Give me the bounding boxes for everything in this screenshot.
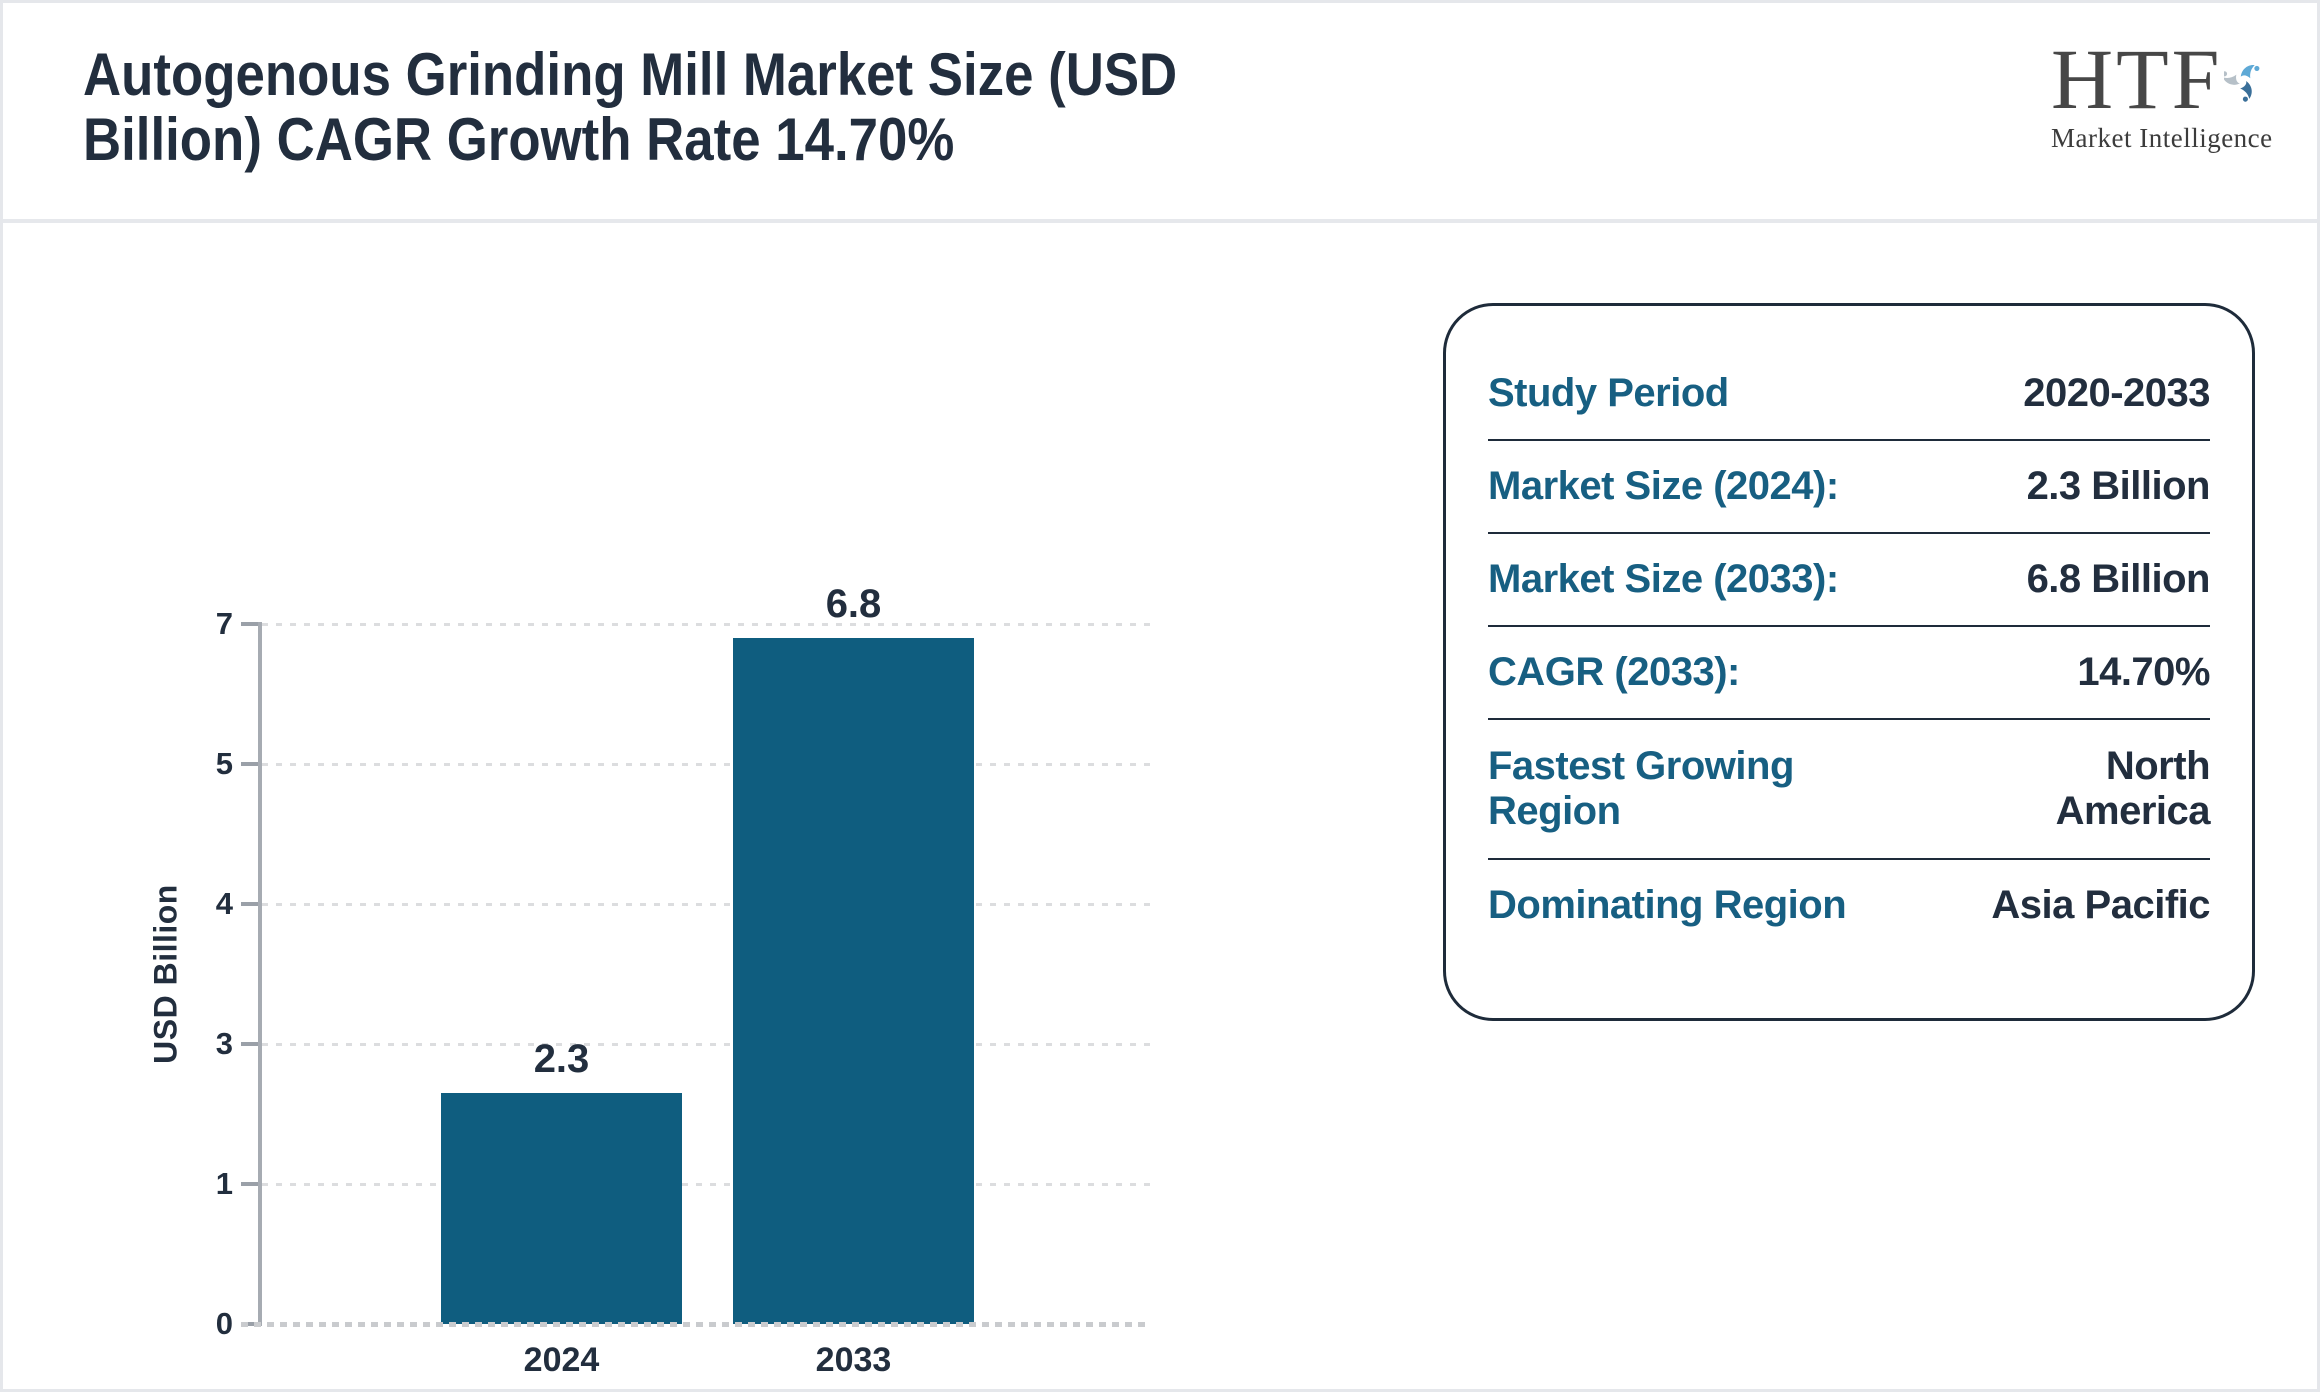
y-tick-mark	[241, 622, 261, 626]
row-label: Fastest Growing Region	[1488, 744, 1794, 833]
bar-2024: 2.3	[441, 1037, 682, 1324]
y-tick-label: 0	[215, 1306, 233, 1341]
row-value: 14.70%	[2077, 650, 2210, 695]
y-axis-line	[258, 622, 262, 1326]
logo-row: HTF	[2051, 31, 2261, 128]
summary-row-market-size-2024: Market Size (2024): 2.3 Billion	[1488, 441, 2211, 534]
row-label: Market Size (2033):	[1488, 557, 1839, 602]
bar-value-label: 2.3	[533, 1037, 590, 1081]
summary-panel: Study Period 2020-2033 Market Size (2024…	[1443, 303, 2255, 1021]
y-tick-label: 5	[215, 746, 233, 781]
y-tick-mark	[241, 762, 261, 766]
page-title-line1: Autogenous Grinding Mill Market Size (US…	[83, 41, 1178, 108]
y-tick-label: 4	[215, 886, 233, 921]
x-tick-label: 2024	[523, 1341, 600, 1379]
page-title: Autogenous Grinding Mill Market Size (US…	[83, 41, 1178, 173]
x-axis-zero-line	[241, 1322, 1151, 1327]
row-value: 2.3 Billion	[2026, 464, 2211, 509]
summary-row-dominating-region: Dominating Region Asia Pacific	[1488, 860, 2210, 951]
bar-rect	[441, 1093, 682, 1324]
y-tick-mark	[241, 1042, 261, 1046]
row-value: North America	[2055, 744, 2211, 833]
htf-swirl-icon	[2224, 65, 2260, 104]
y-tick-label: 1	[215, 1166, 233, 1201]
row-label: CAGR (2033):	[1488, 650, 1740, 695]
y-tick-label: 7	[215, 606, 233, 641]
gridline	[262, 903, 1151, 906]
plot-area: 2.3 6.8	[241, 582, 1151, 1327]
x-tick-label: 2033	[815, 1341, 892, 1379]
bar-2033: 6.8	[733, 582, 974, 1324]
row-label: Market Size (2024):	[1488, 464, 1839, 509]
y-tick-mark	[241, 1182, 261, 1186]
row-value: 2020-2033	[2023, 371, 2210, 416]
summary-row-fastest-growing-region: Fastest Growing Region North America	[1488, 720, 2211, 860]
logo-brand-text: HTF	[2051, 31, 2223, 128]
row-value: 6.8 Billion	[2026, 557, 2211, 602]
row-value: Asia Pacific	[1991, 883, 2210, 928]
bar-chart: USD Billion 7 5 4 3 1 0 2.3 6.8	[3, 223, 1443, 1379]
summary-row-study-period: Study Period 2020-2033	[1488, 348, 2210, 441]
gridline	[262, 623, 1151, 626]
bar-value-label: 6.8	[825, 582, 882, 626]
logo-tagline: Market Intelligence	[2051, 123, 2273, 153]
summary-row-market-size-2033: Market Size (2033): 6.8 Billion	[1488, 534, 2211, 627]
summary-row-cagr: CAGR (2033): 14.70%	[1488, 627, 2210, 720]
htf-logo: HTF Market Intelligence	[2051, 31, 2273, 154]
y-tick-mark	[241, 902, 261, 906]
header-divider	[3, 219, 2317, 223]
gridline	[262, 1183, 1151, 1186]
page-title-line2: Billion) CAGR Growth Rate 14.70%	[83, 105, 955, 173]
bar-rect	[733, 638, 974, 1324]
y-tick-label: 3	[215, 1026, 233, 1061]
row-label: Study Period	[1488, 371, 1729, 416]
row-label: Dominating Region	[1488, 883, 1847, 928]
gridline	[262, 1043, 1151, 1046]
gridline	[262, 763, 1151, 766]
